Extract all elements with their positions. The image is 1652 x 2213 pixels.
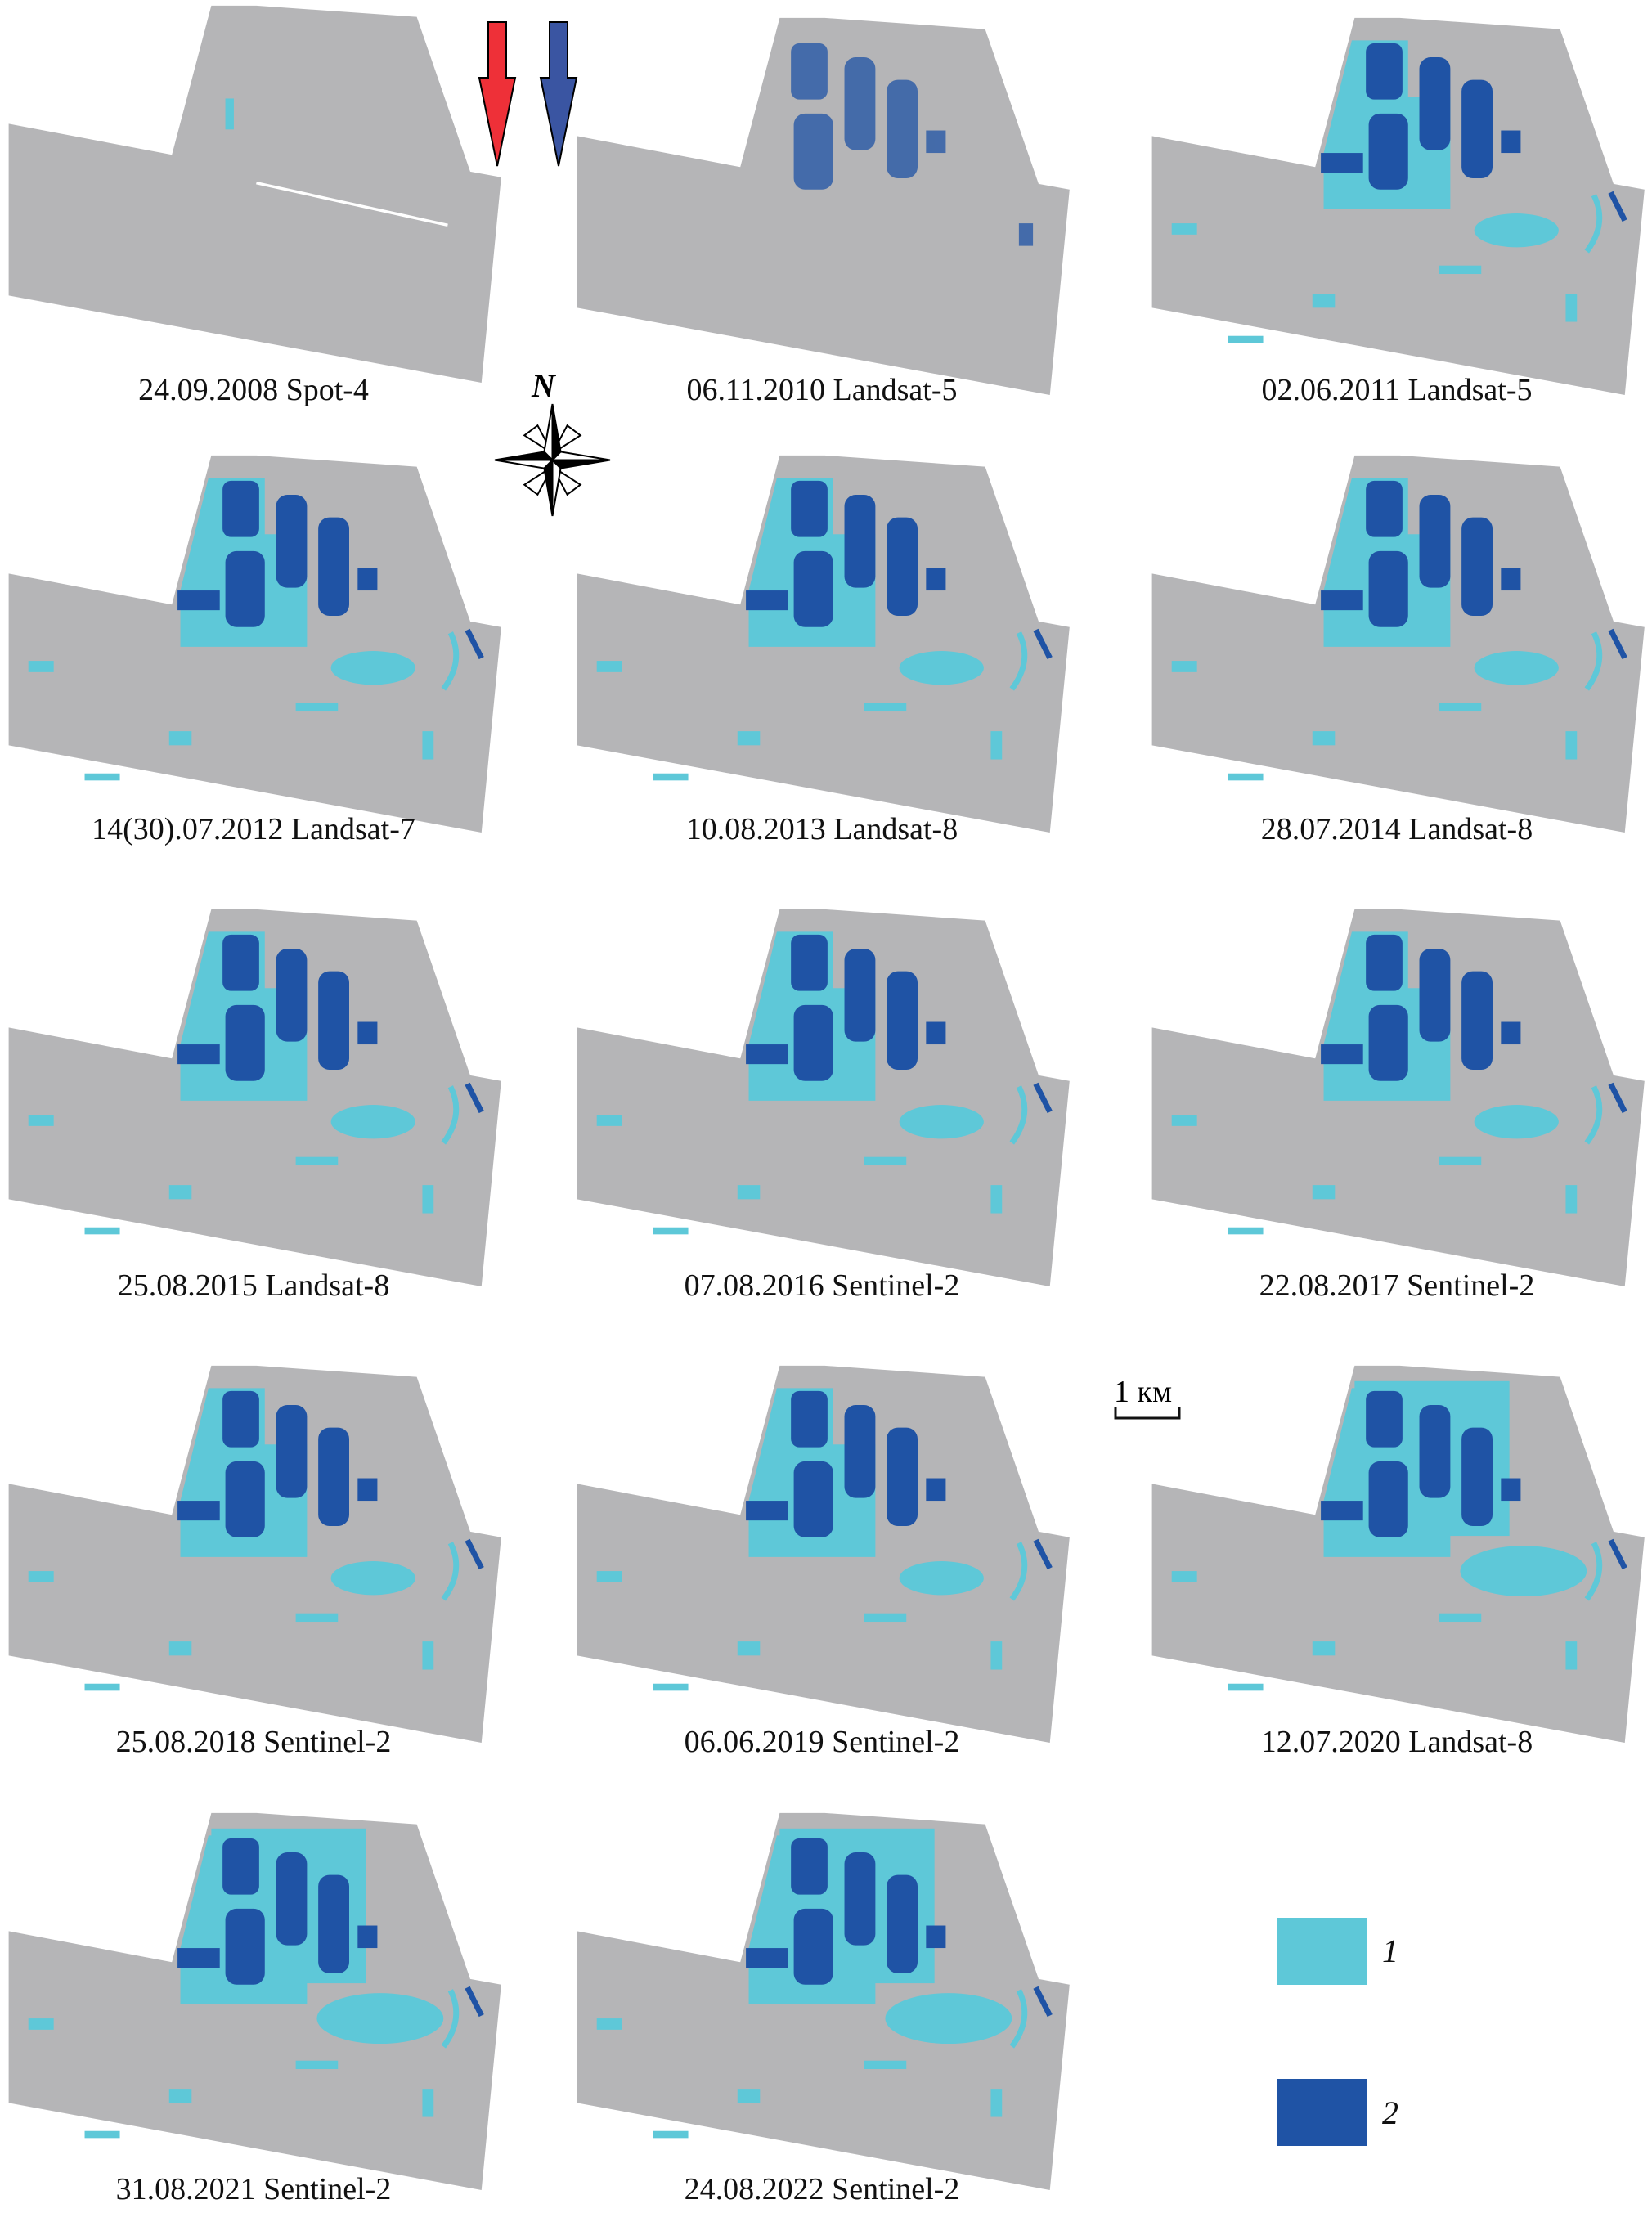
- deep-water: [1321, 480, 1627, 660]
- deep-water: [1321, 934, 1627, 1114]
- deep-water: [746, 1390, 1053, 1570]
- map-panel: [1151, 455, 1645, 833]
- panel-caption: 02.06.2011 Landsat-5: [1261, 373, 1533, 407]
- panel-caption: 10.08.2013 Landsat-8: [685, 812, 958, 846]
- deep-water: [177, 1390, 484, 1570]
- legend-label-2: 2: [1382, 2094, 1398, 2131]
- deep-water: [746, 1838, 1053, 2018]
- panel-caption: 25.08.2015 Landsat-8: [117, 1268, 390, 1303]
- deep-water: [177, 1838, 484, 2018]
- panel-caption: 28.07.2014 Landsat-8: [1260, 812, 1533, 846]
- blue-arrow-icon: [539, 21, 578, 167]
- panel-caption: 14(30).07.2012 Landsat-7: [92, 812, 415, 846]
- map-panel: [1151, 909, 1645, 1286]
- red-arrow-icon: [478, 21, 517, 167]
- panel-caption: 12.07.2020 Landsat-8: [1260, 1725, 1533, 1759]
- scale-bar-label: 1 км: [1114, 1375, 1173, 1409]
- territory: [8, 5, 501, 383]
- panel-caption: 24.08.2022 Sentinel-2: [684, 2172, 960, 2206]
- deep-water: [746, 480, 1053, 660]
- scale-bar: [1114, 1407, 1181, 1420]
- map-panel: [8, 455, 501, 833]
- compass-north-label: N: [532, 367, 555, 404]
- map-panel: [1151, 17, 1645, 395]
- deep-water: [1321, 43, 1627, 222]
- panel-caption: 06.06.2019 Sentinel-2: [684, 1725, 960, 1759]
- map-panel: [8, 1365, 501, 1743]
- legend-swatch-1: [1277, 1918, 1367, 1985]
- panel-caption: 22.08.2017 Sentinel-2: [1259, 1268, 1535, 1303]
- legend-label-1: 1: [1382, 1932, 1398, 1969]
- map-panel: [8, 909, 501, 1286]
- map-panel: [577, 909, 1070, 1286]
- panel-caption: 06.11.2010 Landsat-5: [686, 373, 958, 407]
- panel-caption: 25.08.2018 Sentinel-2: [115, 1725, 392, 1759]
- panel-caption: 24.09.2008 Spot-4: [138, 373, 369, 407]
- map-panel: [577, 455, 1070, 833]
- map-panel: [577, 17, 1070, 395]
- water-patch: [225, 98, 234, 130]
- map-panel: [1151, 1365, 1645, 1743]
- map-panel: [8, 1812, 501, 2190]
- compass-rose-icon: [494, 403, 611, 517]
- panel-caption: 31.08.2021 Sentinel-2: [115, 2172, 392, 2206]
- deep-water: [1321, 1390, 1627, 1570]
- panel-caption: 07.08.2016 Sentinel-2: [684, 1268, 960, 1303]
- deep-water: [177, 934, 484, 1114]
- map-panel: [577, 1812, 1070, 2190]
- legend-swatch-2: [1277, 2079, 1367, 2146]
- deep-water: [746, 934, 1053, 1114]
- deep-water: [177, 480, 484, 660]
- map-panel: [577, 1365, 1070, 1743]
- deep-water: [791, 43, 1034, 246]
- direction-arrows: [478, 21, 578, 167]
- map-panel: [8, 5, 501, 383]
- territory: [577, 17, 1070, 395]
